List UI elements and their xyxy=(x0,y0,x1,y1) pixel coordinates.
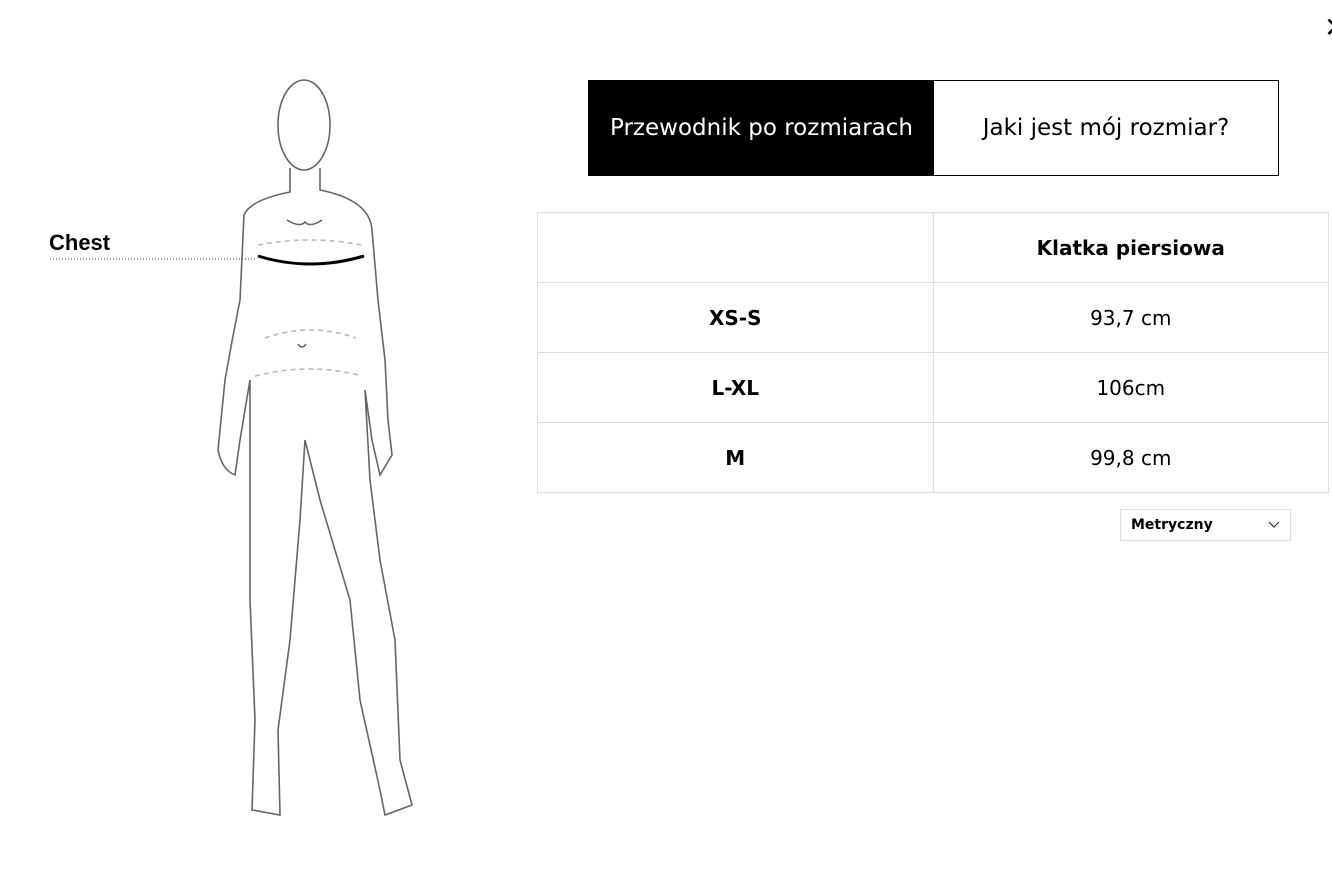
table-row: L-XL 106cm xyxy=(537,352,1329,423)
tab-what-is-my-size[interactable]: Jaki jest mój rozmiar? xyxy=(982,115,1230,141)
header-chest: Klatka piersiowa xyxy=(932,212,1329,283)
tab-size-guide[interactable]: Przewodnik po rozmiarach xyxy=(589,81,934,175)
chest-measure-line xyxy=(257,254,365,266)
size-cell: M xyxy=(537,422,934,493)
close-icon[interactable]: ✕ xyxy=(1324,14,1332,42)
chest-cell: 106cm xyxy=(932,352,1329,423)
body-figure-illustration xyxy=(50,79,413,817)
chest-label: Chest xyxy=(49,230,111,255)
unit-select[interactable]: Metryczny xyxy=(1120,509,1291,541)
header-size xyxy=(537,212,934,283)
size-cell: XS-S xyxy=(537,282,934,353)
tab-bar: Przewodnik po rozmiarach Jaki jest mój r… xyxy=(588,80,1279,176)
chevron-down-icon xyxy=(1268,521,1280,528)
chest-cell: 99,8 cm xyxy=(932,422,1329,493)
table-row: M 99,8 cm xyxy=(537,422,1329,493)
size-table: Klatka piersiowa XS-S 93,7 cm L-XL 106cm… xyxy=(537,212,1329,493)
table-row: XS-S 93,7 cm xyxy=(537,282,1329,353)
size-cell: L-XL xyxy=(537,352,934,423)
table-header-row: Klatka piersiowa xyxy=(537,212,1329,283)
chest-cell: 93,7 cm xyxy=(932,282,1329,353)
unit-select-value: Metryczny xyxy=(1131,517,1213,533)
